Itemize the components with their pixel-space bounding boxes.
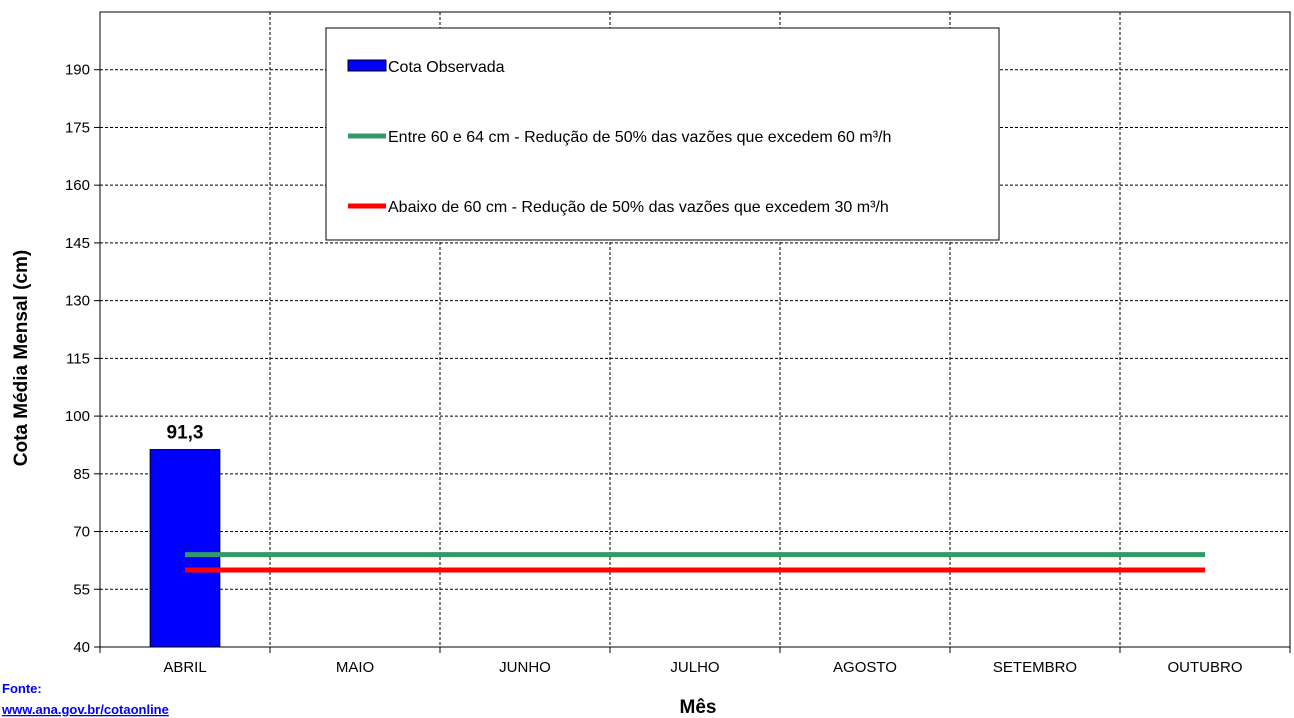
y-tick-label: 100 bbox=[65, 408, 90, 425]
y-tick-label: 145 bbox=[65, 235, 90, 252]
x-tick-label: MAIO bbox=[336, 659, 374, 676]
x-tick-label: AGOSTO bbox=[833, 659, 897, 676]
bar-data-label: 91,3 bbox=[167, 423, 204, 444]
tick-labels: 40 55 70 85 100 115 130 145 160 175 190 ABRIL MAIO JU… bbox=[65, 62, 1243, 676]
plot-area-frame bbox=[99, 11, 1291, 648]
legend-label-cota-observada: Cota Observada bbox=[388, 59, 505, 76]
legend: Cota Observada Entre 60 e 64 cm - Reduçã… bbox=[325, 27, 1000, 241]
bar-cota-observada bbox=[149, 449, 221, 648]
x-tick-label: JUNHO bbox=[499, 659, 551, 676]
x-tick-label: OUTUBRO bbox=[1168, 659, 1243, 676]
y-tick-label: 70 bbox=[73, 524, 90, 541]
series-layer: 91,3 bbox=[149, 423, 1205, 648]
y-tick-label: 115 bbox=[66, 350, 90, 367]
y-tick-label: 175 bbox=[65, 119, 90, 136]
x-tick-label: SETEMBRO bbox=[993, 659, 1077, 676]
x-tick-label: JULHO bbox=[670, 659, 719, 676]
legend-swatch-cota-observada bbox=[347, 59, 387, 72]
legend-box bbox=[325, 27, 1000, 241]
legend-label-abaixo-60: Abaixo de 60 cm - Redução de 50% das vaz… bbox=[388, 199, 889, 216]
axes bbox=[94, 11, 1291, 653]
legend-label-entre-60-64: Entre 60 e 64 cm - Redução de 50% das va… bbox=[388, 129, 891, 146]
y-tick-label: 160 bbox=[65, 177, 90, 194]
y-tick-label: 190 bbox=[65, 62, 90, 79]
x-tick-label: ABRIL bbox=[163, 659, 206, 676]
y-tick-label: 85 bbox=[73, 466, 90, 483]
y-tick-label: 130 bbox=[65, 293, 90, 310]
x-axis-title: Mês bbox=[680, 697, 717, 718]
y-tick-label: 55 bbox=[73, 581, 90, 598]
source-url[interactable]: www.ana.gov.br/cotaonline bbox=[1, 702, 169, 717]
y-axis-title: Cota Média Mensal (cm) bbox=[11, 250, 32, 466]
y-tick-label: 40 bbox=[73, 639, 90, 656]
source-label: Fonte: bbox=[2, 681, 42, 696]
